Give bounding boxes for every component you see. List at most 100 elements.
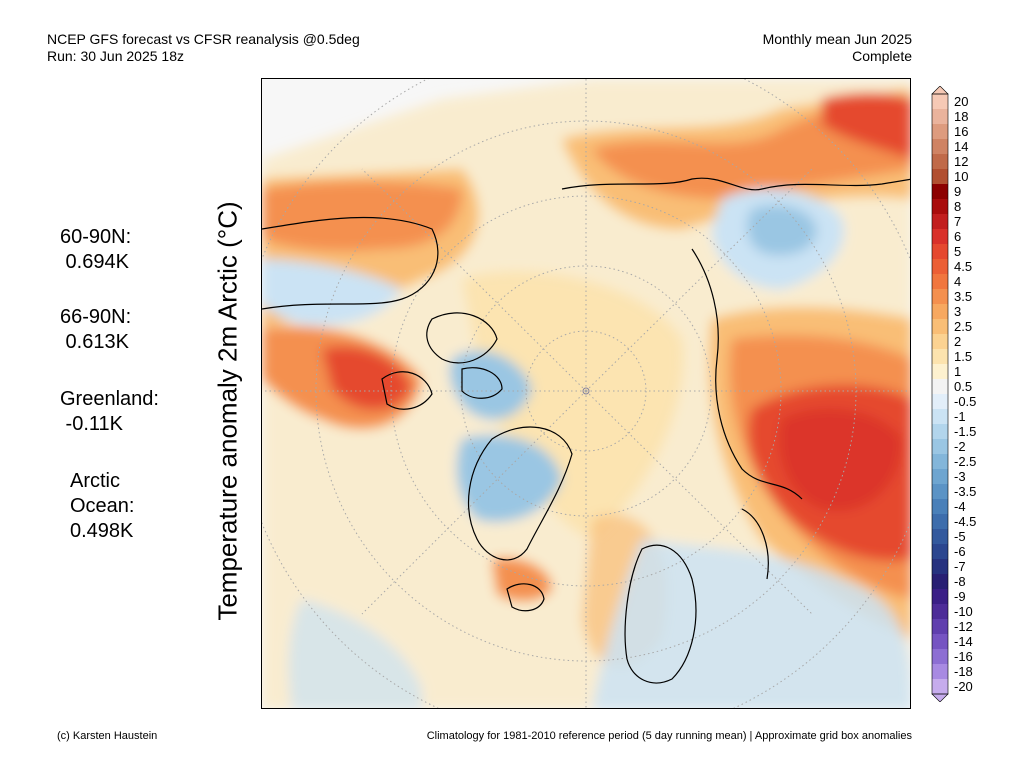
colorbar-label: 9 <box>954 184 962 199</box>
stat-label: 60-90N: <box>60 226 132 248</box>
colorbar-label: 4.5 <box>954 259 973 274</box>
colorbar-swatch <box>932 589 948 605</box>
axis-title: Temperature anomaly 2m Arctic (°C) <box>212 201 243 621</box>
colorbar-swatch <box>932 619 948 635</box>
colorbar-swatch <box>932 109 948 125</box>
colorbar-label: 2.5 <box>954 319 973 334</box>
colorbar-swatch <box>932 154 948 170</box>
colorbar-swatch <box>932 334 948 350</box>
colorbar-label: -9 <box>954 589 966 604</box>
colorbar-max-arrow <box>931 86 949 95</box>
colorbar-swatch <box>932 364 948 380</box>
colorbar-label: -8 <box>954 574 966 589</box>
stat-60-90n: 60-90N: 0.694K <box>60 225 131 275</box>
colorbar-label: -16 <box>954 649 973 664</box>
stat-label: Greenland: <box>60 388 159 410</box>
colorbar-label: -12 <box>954 619 973 634</box>
colorbar-swatch <box>932 409 948 425</box>
colorbar-swatch <box>932 439 948 455</box>
colorbar-label: 1.5 <box>954 349 973 364</box>
colorbar-swatch <box>932 649 948 665</box>
colorbar-label: 5 <box>954 244 962 259</box>
stat-arctic-ocean: Arctic Ocean: 0.498K <box>70 469 134 544</box>
colorbar-swatch <box>932 484 948 500</box>
model-title: NCEP GFS forecast vs CFSR reanalysis @0.… <box>47 31 360 47</box>
climatology-note: Climatology for 1981-2010 reference peri… <box>426 730 912 742</box>
colorbar-swatch <box>932 184 948 200</box>
stat-value: 0.694K <box>60 251 129 273</box>
pole-marker <box>582 387 590 395</box>
colorbar-label: -7 <box>954 559 966 574</box>
colorbar-swatch <box>932 349 948 365</box>
colorbar-swatch <box>932 244 948 260</box>
colorbar-swatch <box>932 424 948 440</box>
colorbar-min-arrow <box>931 693 949 702</box>
colorbar-swatch <box>932 259 948 275</box>
colorbar-swatch <box>932 124 948 140</box>
stat-66-90n: 66-90N: 0.613K <box>60 305 131 355</box>
colorbar-label: -1 <box>954 409 966 424</box>
colorbar-swatch <box>932 319 948 335</box>
colorbar-label: 14 <box>954 139 969 154</box>
colorbar-label: -14 <box>954 634 973 649</box>
colorbar-swatch <box>932 304 948 320</box>
colorbar-label: 2 <box>954 334 962 349</box>
colorbar-frame <box>931 93 949 695</box>
colorbar-label: -10 <box>954 604 973 619</box>
colorbar-swatch <box>932 529 948 545</box>
colorbar-swatch <box>932 664 948 680</box>
colorbar-swatch <box>932 544 948 560</box>
colorbar-label: 18 <box>954 109 969 124</box>
colorbar-swatch <box>932 514 948 530</box>
colorbar-label: -3.5 <box>954 484 977 499</box>
stat-label: 66-90N: <box>60 306 132 328</box>
colorbar-swatch <box>932 214 948 230</box>
colorbar-label: 8 <box>954 199 962 214</box>
stat-label: Arctic <box>70 470 120 492</box>
colorbar-swatch <box>932 559 948 575</box>
colorbar-swatch <box>932 634 948 650</box>
colorbar-swatch <box>932 289 948 305</box>
colorbar-swatch <box>932 199 948 215</box>
colorbar-label: -3 <box>954 469 966 484</box>
run-time: Run: 30 Jun 2025 18z <box>47 48 184 64</box>
colorbar-swatch <box>932 379 948 395</box>
colorbar-swatch <box>932 604 948 620</box>
colorbar-swatch <box>932 679 948 695</box>
colorbar-label: -2 <box>954 439 966 454</box>
colorbar-label: 1 <box>954 364 962 379</box>
colorbar-label: 4 <box>954 274 962 289</box>
colorbar-label: 7 <box>954 214 962 229</box>
colorbar-label: -6 <box>954 544 966 559</box>
period-title: Monthly mean Jun 2025 <box>762 31 912 47</box>
period-status: Complete <box>852 48 912 64</box>
stat-label-2: Ocean: <box>70 495 135 517</box>
colorbar-label: -20 <box>954 679 973 694</box>
colorbar-label: -18 <box>954 664 973 679</box>
colorbar-label: -1.5 <box>954 424 977 439</box>
colorbar: 20 18 16 14 12 10 9 8 7 6 5 4.5 4 3.5 3 2.5 2 1.5 1 0.5 -0.5… <box>930 86 1020 702</box>
colorbar-swatch <box>932 94 948 110</box>
colorbar-label: 0.5 <box>954 379 973 394</box>
colorbar-label: -4 <box>954 499 966 514</box>
credit: (c) Karsten Haustein <box>57 730 158 742</box>
anomaly-map <box>261 78 911 709</box>
graticule <box>262 79 910 708</box>
colorbar-swatch <box>932 169 948 185</box>
colorbar-swatch <box>932 454 948 470</box>
stat-greenland: Greenland: -0.11K <box>60 387 159 437</box>
colorbar-label: 16 <box>954 124 969 139</box>
coastlines <box>262 177 910 684</box>
colorbar-label: 3 <box>954 304 962 319</box>
colorbar-swatch <box>932 574 948 590</box>
colorbar-swatch <box>932 229 948 245</box>
colorbar-label: 20 <box>954 94 969 109</box>
colorbar-label: 6 <box>954 229 962 244</box>
header-left: NCEP GFS forecast vs CFSR reanalysis @0.… <box>47 31 360 65</box>
colorbar-label: 10 <box>954 169 969 184</box>
colorbar-swatch <box>932 469 948 485</box>
colorbar-swatch <box>932 274 948 290</box>
stat-value: 0.613K <box>60 331 129 353</box>
colorbar-label: -0.5 <box>954 394 977 409</box>
stat-value: 0.498K <box>70 520 134 542</box>
